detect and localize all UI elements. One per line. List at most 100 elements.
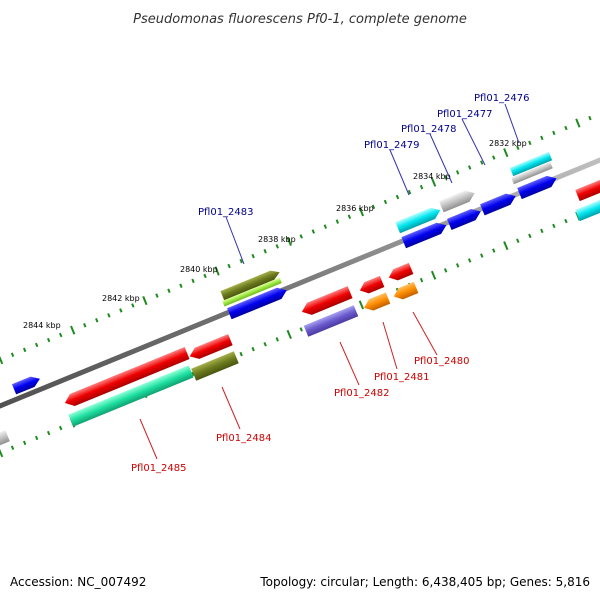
minor-tick: [528, 140, 532, 146]
feature-pfl01-2483-blue[interactable]: [227, 285, 289, 320]
minor-tick: [22, 347, 27, 353]
minor-tick: [191, 278, 195, 284]
leader-line: [339, 341, 360, 386]
major-tick: [575, 118, 581, 128]
feature-pfl01-2485-red[interactable]: [62, 346, 190, 409]
minor-tick: [516, 145, 520, 150]
major-tick: [142, 296, 148, 306]
leader-line: [412, 311, 438, 356]
minor-tick: [275, 244, 279, 249]
feature-pfl01-2481-orange[interactable]: [362, 292, 391, 314]
feature-pfl01-2476-gray[interactable]: [511, 161, 553, 185]
minor-tick: [83, 323, 87, 328]
feature-pfl01-2477-blue[interactable]: [480, 191, 518, 216]
minor-tick: [371, 204, 376, 210]
feature-pfl01-2478[interactable]: [446, 206, 483, 230]
feature-right-edge-red[interactable]: [575, 175, 600, 202]
minor-tick: [239, 351, 243, 357]
minor-tick: [443, 175, 448, 180]
minor-tick: [227, 263, 231, 269]
major-tick: [358, 300, 365, 310]
tick-label-2844: 2844 kbp: [23, 321, 61, 330]
feature-pfl01-2482-purple[interactable]: [303, 305, 359, 337]
minor-tick: [34, 342, 39, 348]
feature-pfl01-2482-red[interactable]: [299, 286, 353, 318]
major-tick: [430, 270, 437, 280]
minor-tick: [263, 249, 267, 254]
gene-label-pfl01-2481[interactable]: Pfl01_2481: [374, 372, 430, 383]
feature-pfl01-2484-red[interactable]: [187, 334, 233, 362]
minor-tick: [455, 170, 460, 175]
feature-left-blue[interactable]: [11, 374, 42, 395]
minor-tick: [467, 258, 472, 263]
gene-leader-lines: [139, 103, 520, 460]
gene-label-pfl01-2479[interactable]: Pfl01_2479: [364, 140, 420, 151]
gene-label-pfl01-2484[interactable]: Pfl01_2484: [216, 433, 272, 444]
leader-line: [461, 118, 486, 166]
feature-pfl01-2480-orange[interactable]: [392, 281, 419, 302]
minor-tick: [480, 160, 484, 165]
gene-label-pfl01-2478[interactable]: Pfl01_2478: [401, 124, 457, 135]
minor-tick: [419, 277, 424, 283]
feature-pfl01-2477[interactable]: [439, 188, 477, 213]
minor-tick: [46, 430, 51, 436]
minor-tick: [383, 199, 388, 205]
major-tick: [430, 177, 437, 187]
major-tick: [214, 266, 220, 276]
minor-tick: [251, 253, 255, 259]
tick-label-2836: 2836 kbp: [336, 204, 374, 213]
scale-labels: 2832 kbp 2834 kbp 2836 kbp 2838 kbp 2840…: [23, 139, 527, 330]
tick-label-2838: 2838 kbp: [258, 235, 296, 244]
major-tick: [0, 355, 4, 365]
gene-label-pfl01-2483[interactable]: Pfl01_2483: [198, 207, 254, 218]
minor-tick: [299, 327, 303, 332]
leader-line: [382, 321, 398, 370]
feature-pfl01-2483-lime[interactable]: [222, 277, 282, 307]
minor-tick: [107, 313, 111, 318]
minor-tick: [492, 248, 496, 253]
gene-label-pfl01-2476[interactable]: Pfl01_2476: [474, 93, 530, 104]
feature-pfl01-2483-olive[interactable]: [220, 268, 281, 301]
feature-pfl01-2484-olive[interactable]: [191, 351, 239, 381]
major-tick: [286, 329, 292, 339]
feature-pfl01-2476-cyan[interactable]: [509, 151, 553, 177]
minor-tick: [564, 125, 568, 131]
minor-tick: [455, 263, 460, 268]
accession-text: Accession: NC_007492: [10, 575, 146, 589]
gene-label-pfl01-2477[interactable]: Pfl01_2477: [437, 109, 493, 120]
minor-tick: [131, 303, 135, 308]
minor-tick: [119, 308, 123, 313]
major-tick: [70, 325, 76, 335]
feature-pfl01-2485-teal[interactable]: [68, 365, 194, 427]
gene-label-pfl01-2485[interactable]: Pfl01_2485: [131, 463, 187, 474]
minor-tick: [22, 440, 27, 446]
leader-line: [389, 149, 410, 196]
minor-tick: [443, 268, 448, 273]
minor-tick: [552, 223, 556, 229]
major-tick: [503, 148, 509, 158]
minor-tick: [588, 115, 592, 121]
feature-pfl01-2480-red[interactable]: [387, 262, 414, 283]
gene-label-pfl01-2482[interactable]: Pfl01_2482: [334, 388, 390, 399]
gene-features: [0, 151, 600, 446]
feature-right-edge-cyan[interactable]: [575, 194, 600, 222]
minor-tick: [540, 228, 544, 234]
tick-label-2832: 2832 kbp: [489, 139, 527, 148]
minor-tick: [155, 293, 159, 298]
feature-pfl01-2479-blue[interactable]: [401, 220, 448, 249]
gene-label-pfl01-2480[interactable]: Pfl01_2480: [414, 356, 470, 367]
minor-tick: [347, 214, 352, 219]
minor-tick: [335, 219, 340, 224]
major-tick: [358, 207, 365, 217]
minor-tick: [407, 189, 412, 195]
feature-pfl01-2479-cyan[interactable]: [395, 205, 442, 234]
minor-tick: [179, 283, 183, 288]
minor-tick: [46, 337, 51, 343]
feature-pfl01-2476-blue[interactable]: [517, 173, 559, 200]
leader-line: [225, 216, 245, 265]
minor-tick: [395, 194, 400, 200]
feature-pfl01-2481-red[interactable]: [358, 275, 385, 296]
tick-label-2834: 2834 kbp: [413, 172, 451, 181]
feature-left-gray[interactable]: [0, 430, 10, 446]
